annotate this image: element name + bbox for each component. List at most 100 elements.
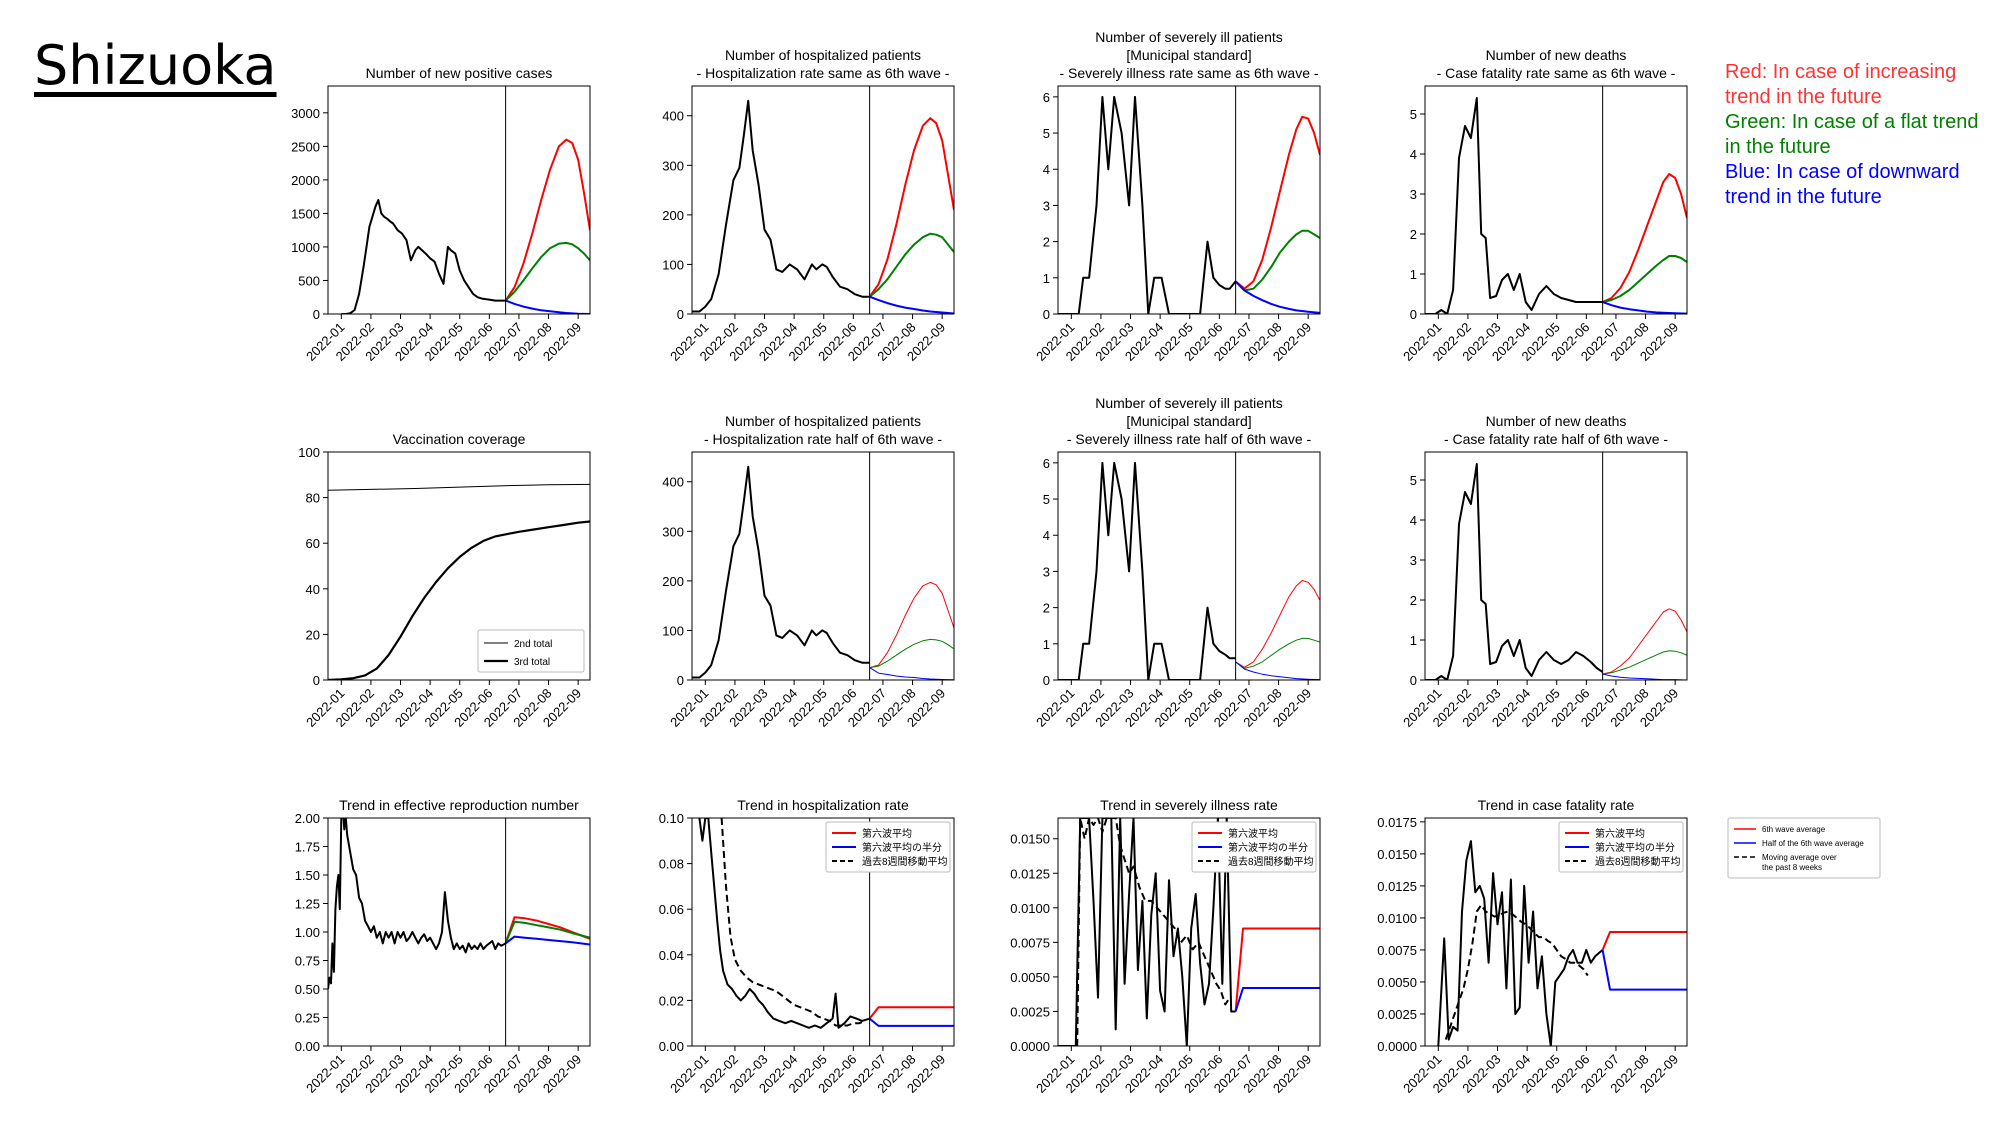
y-tick-label: 1.00 <box>295 925 320 940</box>
y-tick-label: 1.75 <box>295 840 320 855</box>
y-tick-label: 1 <box>1410 267 1417 282</box>
chart-c5: Vaccination coverage0204060801002022-012… <box>298 431 591 730</box>
chart-title: - Hospitalization rate half of 6th wave … <box>704 431 942 447</box>
series-line-0 <box>1058 95 1237 314</box>
legend-label: 過去8週間移動平均 <box>1595 855 1681 868</box>
series-group <box>698 818 954 1029</box>
series-line-2 <box>1234 927 1320 1012</box>
plot-frame <box>1057 85 1321 315</box>
legend-label-line: the past 8 weeks <box>1762 863 1822 872</box>
y-tick-label: 0.00 <box>659 1039 684 1054</box>
y-tick-label: 0.04 <box>659 948 684 963</box>
chart-title: [Municipal standard] <box>1126 413 1251 429</box>
series-line-1 <box>1234 115 1320 290</box>
series-line-0 <box>341 199 506 314</box>
legend-box <box>1727 817 1881 879</box>
y-tick-label: 0.0125 <box>1377 879 1417 894</box>
series-line-1 <box>328 520 590 680</box>
legend-box <box>1558 821 1684 873</box>
series-group <box>1058 461 1320 680</box>
legend-label: 第六波平均の半分 <box>1228 841 1308 854</box>
chart-title: - Hospitalization rate same as 6th wave … <box>697 65 950 81</box>
series-line-2 <box>868 1006 954 1020</box>
y-tick-label: 3 <box>1043 564 1050 579</box>
y-tick-label: 2 <box>1043 601 1050 616</box>
series-line-0 <box>1425 463 1604 680</box>
series-line-1 <box>1076 818 1231 1046</box>
legend-label: Half of the 6th wave average <box>1762 839 1864 848</box>
chart-c2: Number of hospitalized patients - Hospita… <box>662 47 955 364</box>
series-line-3 <box>1602 673 1687 680</box>
y-tick-label: 0.0000 <box>1010 1039 1050 1054</box>
chart-title: - Case fatality rate same as 6th wave - <box>1437 65 1676 81</box>
legend-label: 過去8週間移動平均 <box>862 855 948 868</box>
y-tick-label: 3000 <box>291 106 320 121</box>
y-tick-label: 0.0100 <box>1377 911 1417 926</box>
series-line-3 <box>868 1017 954 1027</box>
series-line-2 <box>1602 650 1687 675</box>
legend-label: 2nd total <box>514 639 552 650</box>
series-line-3 <box>504 935 590 946</box>
y-tick-label: 4 <box>1410 147 1417 162</box>
plot-frame <box>1057 817 1321 1047</box>
y-tick-label: 2500 <box>291 139 320 154</box>
y-tick-label: 100 <box>298 445 320 460</box>
chart-c12: Trend in case fatality rate 0.0000 0.0025 0… <box>1377 797 1688 1096</box>
series-line-0 <box>692 99 870 313</box>
chart-title: Number of new deaths <box>1486 413 1627 429</box>
chart-title: Number of hospitalized patients <box>725 413 921 429</box>
chart-title: Number of severely ill patients <box>1095 395 1283 411</box>
legend-label: Moving average over the past 8 weeks <box>1762 853 1837 872</box>
plot-frame <box>1424 85 1688 315</box>
chart-c7: Number of severely ill patients [Municipa… <box>1033 395 1321 730</box>
y-tick-label: 6 <box>1043 90 1050 105</box>
page-title: Shizuoka <box>34 34 277 97</box>
series-line-2 <box>1234 229 1320 292</box>
chart-title: Trend in hospitalization rate <box>737 797 909 813</box>
series-line-3 <box>1234 987 1320 1012</box>
y-tick-label: 0.0125 <box>1010 866 1050 881</box>
series-group <box>328 483 590 680</box>
chart-c8: Number of new deaths - Case fatality rate… <box>1400 413 1688 730</box>
series-group <box>1425 97 1687 314</box>
chart-c11: Trend in severely illness rate 0.0000 0.00… <box>1010 797 1321 1096</box>
y-tick-label: 1500 <box>291 206 320 221</box>
y-tick-label: 0.75 <box>295 954 320 969</box>
chart-legend: 2nd total 3rd total <box>477 629 585 673</box>
series-line-1 <box>720 818 866 1027</box>
y-tick-label: 400 <box>662 475 684 490</box>
series-line-0 <box>692 465 870 679</box>
y-tick-label: 3 <box>1410 553 1417 568</box>
y-tick-label: 0.0075 <box>1010 935 1050 950</box>
chart-title: - Severely illness rate same as 6th wave… <box>1059 65 1318 81</box>
note-red: Red: In case of increasing trend in the … <box>1725 61 1957 108</box>
series-line-0 <box>1425 97 1603 314</box>
chart-title: Trend in case fatality rate <box>1478 797 1635 813</box>
series-group <box>692 99 954 314</box>
series-group <box>1058 818 1320 1046</box>
plot-frame <box>1424 451 1688 681</box>
y-tick-label: 0.0025 <box>1010 1004 1050 1019</box>
series-line-0 <box>1058 818 1236 1046</box>
y-tick-label: 1 <box>1043 271 1050 286</box>
series-line-2 <box>1602 255 1687 303</box>
y-tick-label: 100 <box>662 257 684 272</box>
series-line-2 <box>1235 637 1320 669</box>
chart-c1: Number of new positive cases 0 500 1000 1500… <box>291 65 591 364</box>
series-line-2 <box>504 241 590 302</box>
legend-label: 第六波平均の半分 <box>1595 841 1675 854</box>
y-tick-label: 400 <box>662 109 684 124</box>
series-line-2 <box>504 920 590 944</box>
series-group <box>692 465 954 680</box>
legend-label: 第六波平均 <box>1595 827 1645 840</box>
y-tick-label: 1.50 <box>295 868 320 883</box>
series-line-1 <box>504 138 590 302</box>
series-group <box>1425 463 1687 680</box>
series-line-3 <box>1234 280 1320 314</box>
y-tick-label: 0.00 <box>295 1039 320 1054</box>
y-tick-label: 4 <box>1043 528 1050 543</box>
